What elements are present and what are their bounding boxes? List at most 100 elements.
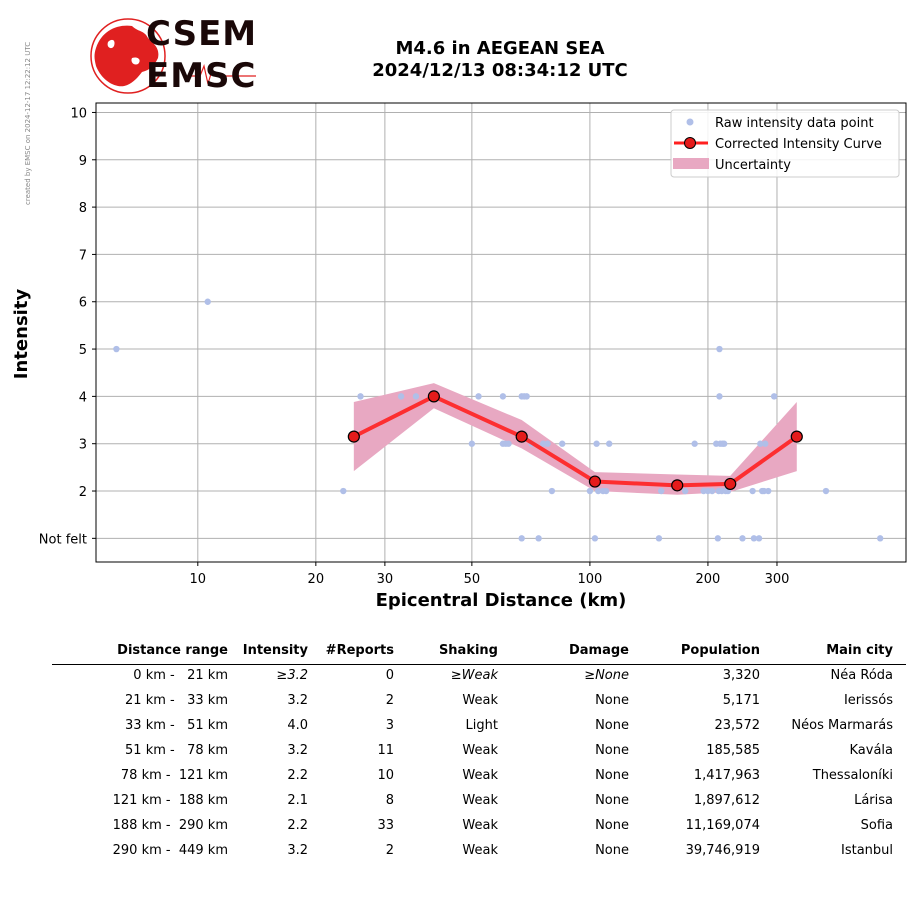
raw-data-point [412, 393, 420, 400]
table-row: 188 km - 290 km 2.2 33 Weak None 11,169,074 So… [52, 815, 906, 840]
reports-cell: 11 [377, 743, 394, 758]
raw-data-point [720, 440, 728, 447]
y-tick-label: Not felt [39, 532, 87, 547]
raw-data-point [755, 535, 763, 542]
curve-point [347, 430, 360, 443]
raw-data-point [559, 440, 566, 447]
raw-data-point [523, 393, 530, 400]
raw-data-point [499, 393, 507, 400]
damage-cell: None [595, 693, 629, 708]
x-tick-label: 100 [577, 572, 602, 587]
reports-cell: 3 [385, 718, 394, 733]
raw-data-point [602, 487, 610, 495]
city-cell: Kavála [849, 743, 893, 758]
raw-data-point [204, 298, 211, 305]
legend-band-swatch [673, 158, 709, 169]
raw-data-point [681, 487, 689, 495]
raw-data-point [750, 535, 758, 542]
reports-cell: 33 [377, 818, 394, 833]
title-line-2: 2024/12/13 08:34:12 UTC [372, 60, 628, 81]
shaking-cell: Light [465, 718, 498, 733]
legend-raw-label: Raw intensity data point [715, 116, 874, 131]
raw-data-point [765, 487, 772, 495]
y-tick-label: 3 [79, 438, 87, 453]
intensity-curve [347, 390, 803, 492]
intensity-cell: 2.1 [287, 793, 308, 808]
legend-curve-marker [684, 137, 696, 149]
y-tick-label: 10 [70, 106, 87, 121]
intensity-table: Distance range Intensity #Reports Shakin… [52, 640, 906, 865]
raw-data-point [876, 535, 884, 542]
legend-curve-label: Corrected Intensity Curve [715, 137, 882, 152]
raw-data-point [468, 440, 476, 447]
damage-cell: None [595, 718, 629, 733]
intensity-cell: ≥3.2 [276, 668, 308, 683]
intensity-cell: 3.2 [287, 743, 308, 758]
raw-data-point [691, 440, 698, 447]
header-distance: Distance range [117, 643, 228, 658]
raw-data-point [757, 440, 764, 447]
raw-data-point [586, 487, 594, 495]
curve-point [790, 430, 803, 443]
raw-data-point [739, 535, 746, 542]
header-damage: Damage [568, 643, 629, 658]
table-row: 0 km - 21 km ≥3.2 0 ≥Weak ≥None 3,320 Néa Róda [52, 665, 906, 690]
y-axis-label: Intensity [11, 289, 32, 380]
shaking-cell: Weak [462, 693, 498, 708]
raw-data-point [113, 345, 120, 353]
curve-point [724, 477, 737, 491]
intensity-cell: 2.2 [287, 768, 308, 783]
raw-data-point [716, 393, 723, 400]
y-axis-ticks: Not felt 2 3 4 5 6 7 8 9 10 [39, 106, 96, 547]
distance-cell: 121 km - 188 km [112, 793, 228, 808]
distance-cell: 78 km - 121 km [116, 768, 228, 783]
header-intensity: Intensity [242, 643, 308, 658]
table-row: 51 km - 78 km 3.2 11 Weak None 185,585 Kavála [52, 740, 906, 765]
x-tick-label: 20 [308, 572, 325, 587]
curve-point [671, 479, 684, 492]
raw-data-point [475, 393, 482, 400]
raw-data-point [762, 440, 769, 447]
shaking-cell: Weak [462, 768, 498, 783]
distance-cell: 290 km - 449 km [112, 843, 228, 858]
x-tick-label: 50 [464, 572, 481, 587]
city-cell: Thessaloníki [812, 768, 893, 783]
legend-raw-marker [686, 118, 694, 126]
y-tick-label: 6 [79, 296, 87, 311]
x-axis-label: Epicentral Distance (km) [376, 590, 627, 611]
logo-emsc-text: EMSC [146, 56, 257, 96]
reports-cell: 2 [385, 843, 394, 858]
intensity-cell: 2.2 [287, 818, 308, 833]
population-cell: 185,585 [706, 743, 760, 758]
reports-cell: 0 [385, 668, 394, 683]
y-tick-label: 8 [79, 201, 87, 216]
raw-data-point [657, 487, 665, 495]
intensity-cell: 3.2 [287, 843, 308, 858]
y-tick-label: 9 [79, 154, 87, 169]
curve-point [515, 430, 528, 443]
table-row: 290 km - 449 km 3.2 2 Weak None 39,746,919 Ist… [52, 840, 906, 865]
raw-data-point [548, 487, 556, 495]
damage-cell: ≥None [584, 668, 629, 683]
raw-data-point [822, 487, 830, 495]
raw-data-point [595, 487, 602, 495]
damage-cell: None [595, 793, 629, 808]
damage-cell: None [595, 843, 629, 858]
raw-data-point [716, 345, 723, 353]
header-shaking: Shaking [438, 643, 498, 658]
chart-legend: Raw intensity data point Corrected Inten… [670, 109, 900, 178]
intensity-cell: 3.2 [287, 693, 308, 708]
table-header: Distance range Intensity #Reports Shakin… [52, 640, 906, 665]
x-axis-ticks: 10 20 30 50 100 200 300 [190, 562, 789, 587]
raw-data-point [749, 487, 756, 495]
distance-cell: 33 km - 51 km [120, 718, 228, 733]
population-cell: 1,897,612 [693, 793, 760, 808]
curve-point [588, 475, 602, 488]
damage-cell: None [595, 818, 629, 833]
table-row: 78 km - 121 km 2.2 10 Weak None 1,417,963 Thes… [52, 765, 906, 790]
raw-data-point [605, 440, 613, 447]
reports-cell: 10 [377, 768, 394, 783]
globe-logo-icon [90, 18, 256, 94]
raw-data-point [505, 440, 512, 447]
raw-points [113, 298, 884, 542]
